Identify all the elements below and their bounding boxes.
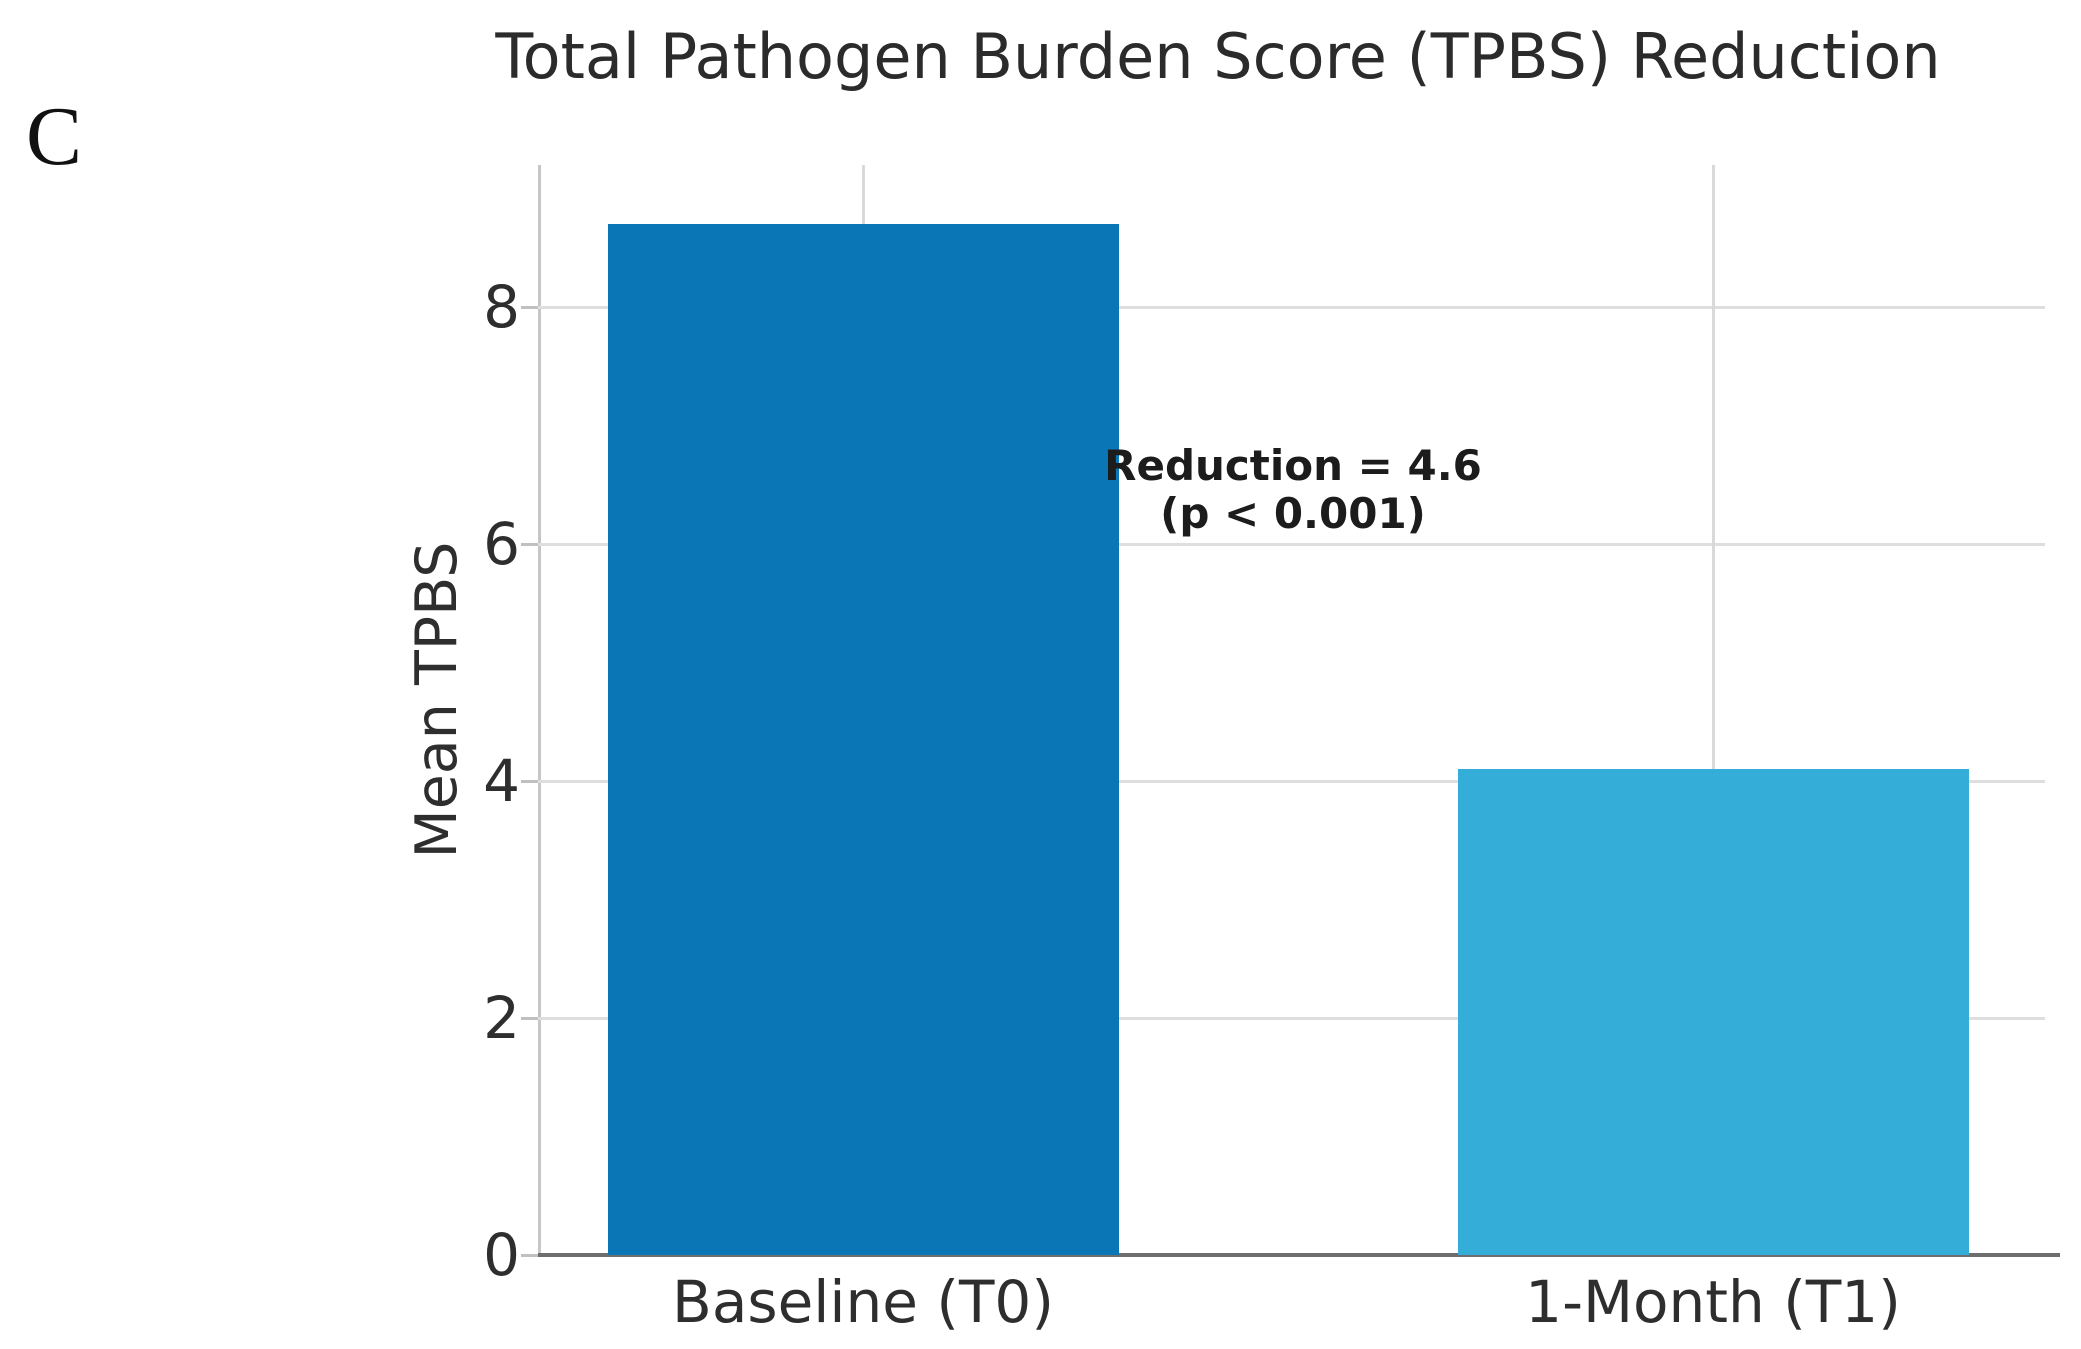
plot-area: [521, 165, 2061, 1257]
annotation-line-2: (p < 0.001): [1160, 489, 1426, 538]
y-tick-mark-6: [521, 542, 538, 546]
y-axis-spine: [538, 165, 541, 1255]
y-tick-label-0: 0: [483, 1221, 520, 1289]
y-tick-mark-8: [521, 305, 538, 309]
y-tick-mark-2: [521, 1016, 538, 1020]
bar-1: [1457, 769, 1969, 1255]
annotation-line-1: Reduction = 4.6: [1104, 441, 1482, 490]
y-tick-mark-0: [521, 1253, 538, 1257]
gridline-x-1: [1711, 165, 1715, 1255]
y-tick-label-2: 2: [483, 984, 520, 1053]
gridline-y-2: [538, 1016, 2045, 1020]
panel-label: C: [26, 90, 83, 183]
chart-title: Total Pathogen Burden Score (TPBS) Reduc…: [495, 20, 1941, 93]
y-tick-mark-4: [521, 779, 538, 783]
x-tick-label-1: 1-Month (T1): [1525, 1268, 1901, 1336]
y-tick-label-4: 4: [483, 747, 520, 816]
gridline-y-4: [538, 779, 2045, 783]
y-tick-label-6: 6: [483, 510, 520, 579]
x-axis-line: [538, 1253, 2061, 1257]
x-tick-label-0: Baseline (T0): [672, 1268, 1054, 1336]
gridline-y-8: [538, 305, 2045, 309]
y-tick-label-8: 8: [483, 273, 520, 342]
reduction-annotation: Reduction = 4.6 (p < 0.001): [1104, 442, 1482, 538]
gridline-y-6: [538, 542, 2045, 546]
bar-0: [607, 224, 1119, 1255]
